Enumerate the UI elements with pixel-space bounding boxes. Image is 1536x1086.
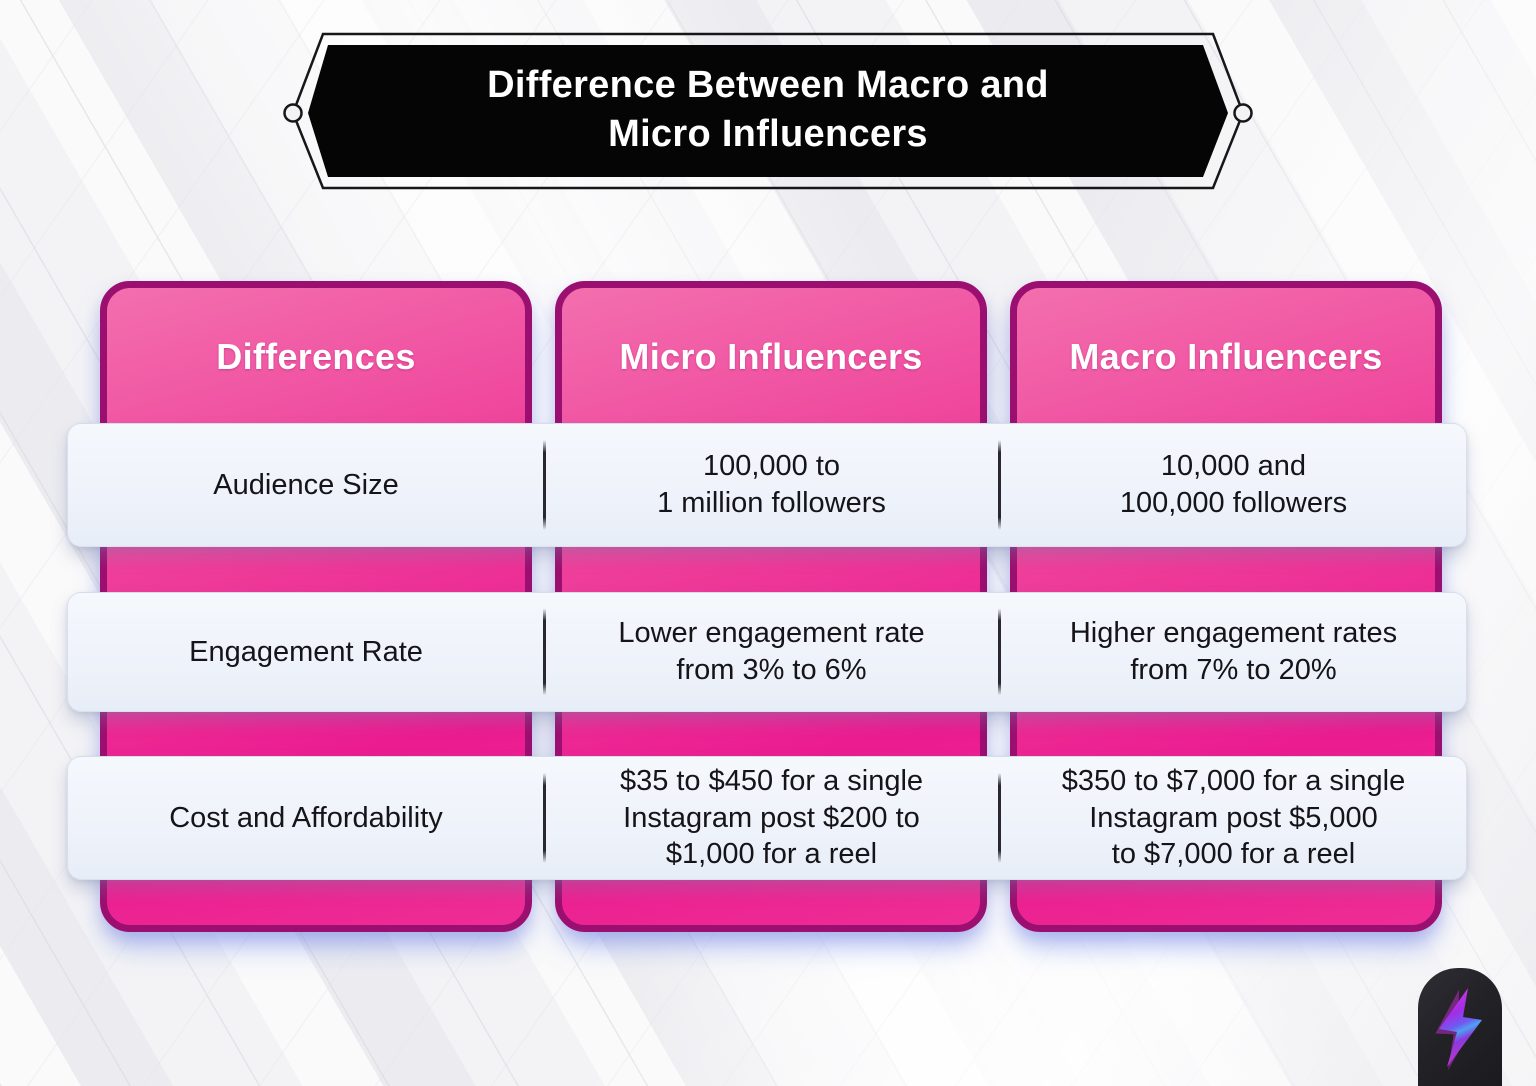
table-row-audience-size: Audience Size 100,000 to 1 million follo… [67,423,1467,547]
micro-value: Lower engagement rate from 3% to 6% [618,617,925,686]
micro-value: $35 to $450 for a single Instagram post … [619,765,924,871]
banner-left-ring-icon [283,103,303,123]
row-label: Engagement Rate [189,635,423,668]
brand-logo [1418,968,1502,1086]
title-banner-shape [283,32,1253,190]
macro-value: 10,000 and 100,000 followers [1119,450,1348,519]
table-row-engagement-rate: Engagement Rate Lower engagement rate fr… [67,592,1467,712]
macro-value: $350 to $7,000 for a single Instagram po… [1061,765,1406,871]
cell-divider [998,772,1001,864]
row-label: Cost and Affordability [169,801,443,834]
table-row-cost-affordability: Cost and Affordability $35 to $450 for a… [67,756,1467,880]
page-title-line1: Difference Between Macro and [487,63,1049,106]
macro-value: Higher engagement rates from 7% to 20% [1069,617,1398,686]
cell-divider [543,772,546,864]
column-header-macro: Macro Influencers [1069,336,1383,377]
column-header-differences: Differences [216,336,416,377]
cell-divider [543,439,546,531]
cell-divider [543,608,546,696]
row-label: Audience Size [213,468,399,501]
banner-right-ring-icon [1233,103,1253,123]
lightning-bolt-icon [1435,988,1482,1071]
column-header-micro: Micro Influencers [619,336,923,377]
page-title: Difference Between Macro and Micro Influ… [283,30,1253,190]
cell-divider [998,608,1001,696]
cell-divider [998,439,1001,531]
page-title-line2: Micro Influencers [608,113,928,155]
micro-value: 100,000 to 1 million followers [657,450,886,519]
